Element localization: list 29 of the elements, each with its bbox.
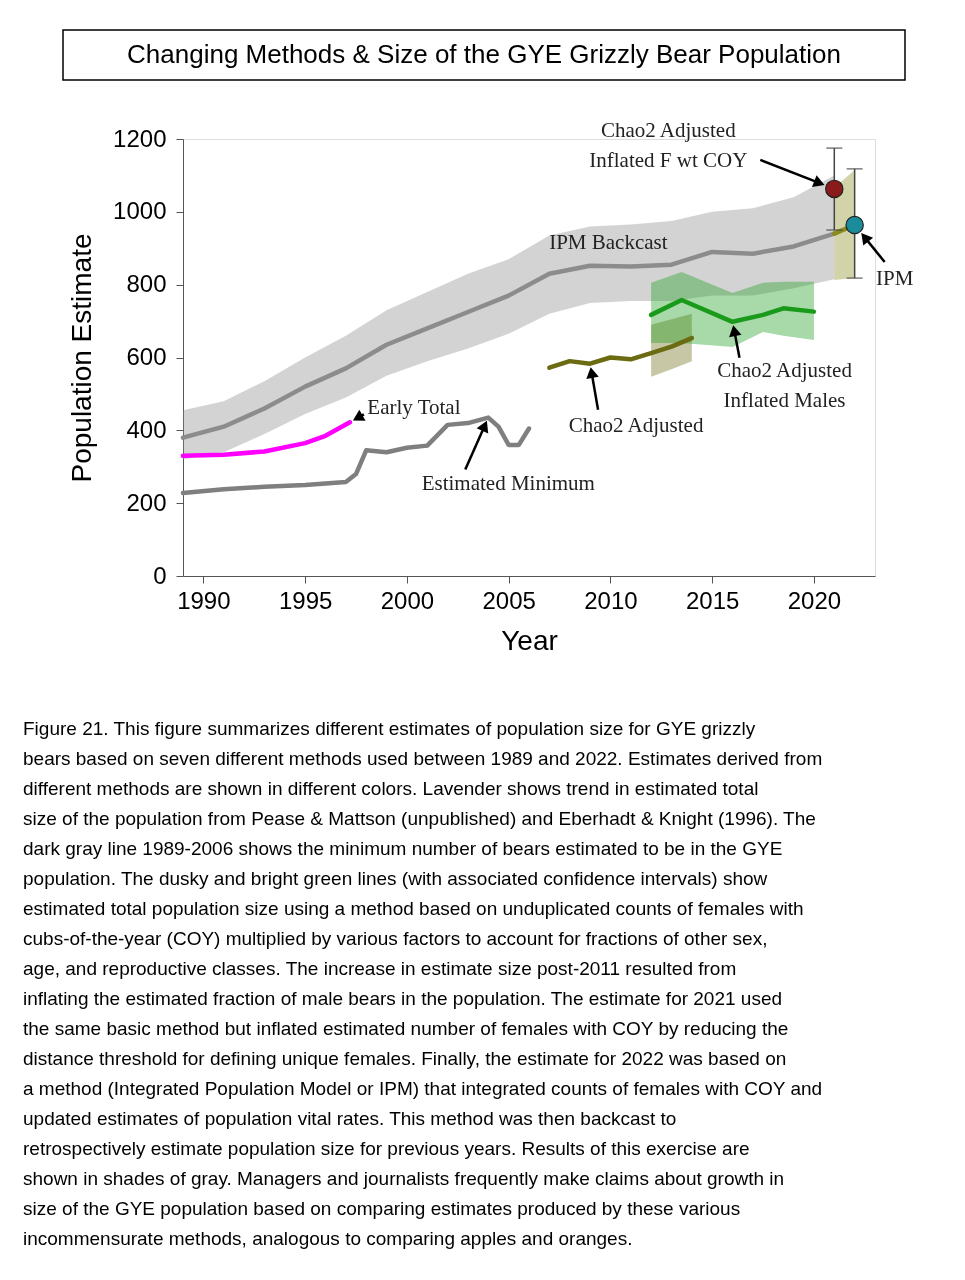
y-tick-label: 400 [126,415,167,443]
chart-title: Changing Methods & Size of the GYE Grizzly Bear Population [127,39,841,69]
series-label: Chao2 Adjusted [717,357,853,382]
text: Chao2 Adjusted Inflated F wt COY [589,117,748,172]
x-tick-label: 1995 [278,586,333,614]
x-tick-label: 2000 [380,586,435,614]
series-label: IPM [875,265,914,290]
y-tick-label: 600 [126,343,167,370]
x-axis-title: Year [501,624,558,656]
y-tick-label: 1200 [113,124,167,152]
x-tick-label: 2010 [584,586,638,614]
text: Figure 21. This figure summarizes different estimates of population size for GYE grizzly bears based on seven different methods used between 1989 and 2022. Estimates derived from different methods are shown in different colors. Lavender shows trend in estimated total size of the population from Pease & Mattson (unpublished) and Eberhadt & Knight (1996). The dark gray line 1989-2006 shows the minimum number of bears estimated to be in the GYE population. The dusky and bright green lines (with associated confidence intervals) show estimated total population size using a method based on unduplicated counts of females with cubs-of-the-year (COY) multiplied by various factors to account for fractions of other sex, age, and reproductive classes. The increase in estimate size post-2011 resulted from inflating the estimated fraction of male bears in the population. The estimate for 2021 used the same basic method but inflated estimated number of females with COY by reducing the distance threshold for defining unique females. Finally, the estimate for 2022 was based on a method (Integrated Population Model or IPM) that integrated counts of females with COY and updated estimates of population vital rates. This method was then backcast to retrospectively estimate population size for previous years. Results of this exercise are shown in shades of gray. Managers and journalists frequently make claims about growth in size of the GYE population based on comparing estimates produced by these various incommensurate methods, analogous to comparing apples and oranges. [23,718,823,1249]
x-tick-label: 2015 [685,586,740,614]
series-label: Early Total [367,395,461,420]
line-series [547,335,695,370]
series-label: Estimated Minimum [421,470,595,495]
text: Chao2 Adjusted [568,412,704,437]
y-axis-title: Population Estimate [66,233,98,483]
line-series [648,297,817,325]
text: Inflated Males [723,387,846,412]
series-label: IPM Backcast [549,229,668,254]
y-tick-label: 0 [153,561,167,589]
y-tick-label: 1000 [113,197,167,225]
y-tick-label: 800 [126,270,167,298]
x-tick-label: 2020 [787,586,842,614]
line-series [180,420,353,459]
y-tick-label: 200 [126,488,167,516]
x-tick-label: 1990 [177,586,231,614]
x-tick-label: 2005 [482,586,536,614]
